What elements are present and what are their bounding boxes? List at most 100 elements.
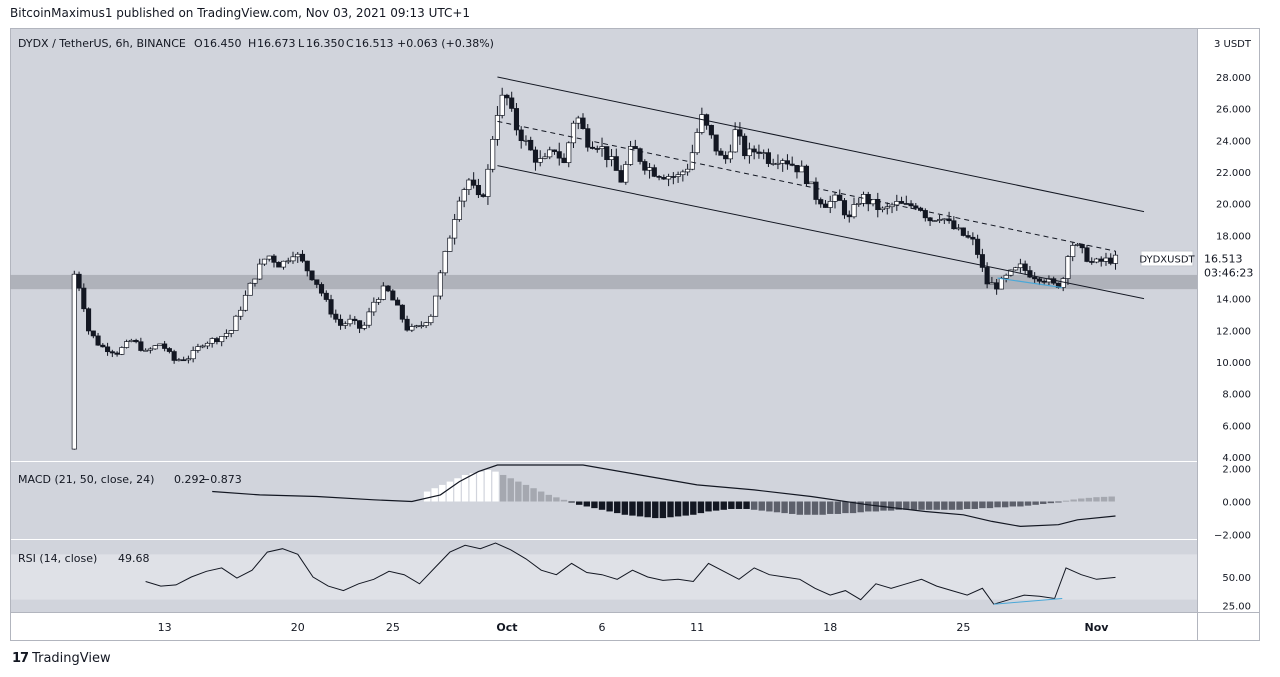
macd-bar: [819, 501, 826, 515]
candle-down: [105, 346, 111, 353]
candle-down: [480, 194, 486, 197]
chart-frame[interactable]: DYDX / TetherUS, 6h, BINANCE O 16.450 H …: [10, 28, 1260, 641]
macd-bar: [469, 473, 476, 502]
candle-up: [647, 167, 653, 171]
candle-down: [970, 236, 976, 240]
candle-down: [661, 177, 667, 180]
candle-down: [898, 201, 905, 204]
candles[interactable]: [71, 87, 1119, 450]
time-tick-label: 20: [291, 621, 305, 634]
candle-up: [1065, 256, 1071, 279]
candle-up: [490, 139, 496, 170]
macd-legend[interactable]: MACD (21, 50, close, 24): [18, 473, 154, 486]
candle-up: [1070, 245, 1076, 257]
candle-up: [851, 204, 857, 218]
candle-down: [385, 285, 391, 292]
candle-up: [280, 260, 287, 268]
candle-down: [723, 154, 729, 160]
candle-up: [157, 343, 163, 346]
candle-down: [328, 299, 334, 315]
candle-down: [309, 270, 315, 281]
price-pane[interactable]: [10, 28, 1197, 461]
candle-up: [200, 345, 206, 348]
macd-bar: [614, 501, 621, 514]
support-zone: [10, 274, 1197, 290]
candle-up: [1112, 254, 1119, 264]
macd-bar: [728, 501, 735, 509]
candle-down: [214, 338, 220, 343]
candle-up: [361, 324, 367, 329]
chart-svg[interactable]: DYDX / TetherUS, 6h, BINANCE O 16.450 H …: [10, 28, 1260, 641]
candle-up: [456, 200, 462, 220]
candle-down: [357, 320, 363, 329]
candle-down: [903, 203, 909, 205]
macd-bar: [515, 481, 522, 502]
candle-up: [204, 342, 210, 347]
macd-tick-label: −2.000: [1214, 531, 1251, 542]
candle-down: [528, 139, 534, 151]
macd-bar: [1009, 501, 1016, 507]
tradingview-footer[interactable]: 17 TradingView: [12, 651, 111, 666]
candle-up: [257, 263, 263, 280]
macd-bar: [903, 501, 910, 510]
candle-down: [1098, 258, 1104, 262]
candle-up: [247, 282, 253, 296]
macd-bar: [994, 501, 1001, 508]
candle-up: [884, 206, 890, 209]
macd-bar: [606, 501, 613, 512]
descending-channel[interactable]: [497, 76, 1145, 300]
candle-up: [1103, 257, 1109, 262]
candle-up: [599, 146, 605, 150]
candle-up: [628, 146, 634, 165]
candle-down: [181, 359, 187, 362]
candle-up: [290, 256, 296, 262]
macd-bar: [461, 474, 469, 502]
candle-up: [761, 152, 767, 154]
candle-up: [466, 179, 472, 190]
candle-down: [95, 335, 101, 346]
candle-down: [314, 279, 320, 285]
rsi-band: [10, 554, 1197, 600]
candle-down: [927, 217, 933, 222]
macd-bar: [674, 501, 682, 517]
candle-up: [228, 330, 234, 334]
rsi-legend[interactable]: RSI (14, close): [18, 552, 97, 565]
price-tick-label: 22.000: [1216, 168, 1251, 179]
candle-down: [1084, 247, 1090, 262]
candle-up: [266, 255, 272, 260]
candle-up: [242, 294, 249, 311]
time-tick-label: Nov: [1085, 621, 1110, 634]
candle-down: [162, 343, 168, 349]
candle-up: [989, 282, 995, 285]
symbol-price-tag: [1140, 250, 1194, 267]
macd-bar: [773, 501, 781, 513]
candle-down: [846, 214, 852, 218]
candle-up: [124, 341, 130, 348]
macd-bar: [1001, 501, 1009, 508]
time-axis[interactable]: 13 20 25 Oct 6 11 18 25 Nov: [158, 621, 1110, 634]
price-axis[interactable]: 28.00026.00024.00022.00020.00018.00016.0…: [1216, 73, 1251, 464]
macd-bar: [910, 501, 918, 510]
candle-up: [523, 139, 529, 142]
symbol-price-tag-label: DYDXUSDT: [1139, 255, 1195, 266]
macd-bar: [834, 501, 842, 514]
macd-bar: [454, 478, 461, 502]
low-value: 16.350: [306, 37, 345, 50]
candle-up: [261, 258, 268, 265]
candle-down: [399, 304, 405, 320]
macd-pane[interactable]: [10, 462, 1197, 539]
symbol-legend[interactable]: DYDX / TetherUS, 6h, BINANCE: [18, 37, 186, 50]
support-zone-rect: [10, 274, 1197, 290]
candle-up: [128, 339, 134, 342]
candle-up: [699, 114, 705, 133]
candle-down: [841, 200, 848, 216]
close-value: 16.513: [355, 37, 394, 50]
candle-down: [100, 344, 106, 348]
candle-up: [542, 156, 548, 159]
candle-down: [166, 348, 172, 352]
price-tick-label: 24.000: [1216, 136, 1251, 147]
macd-bar: [925, 501, 933, 510]
macd-histogram: [423, 469, 1115, 519]
macd-bar: [918, 501, 925, 510]
candle-down: [765, 152, 771, 164]
